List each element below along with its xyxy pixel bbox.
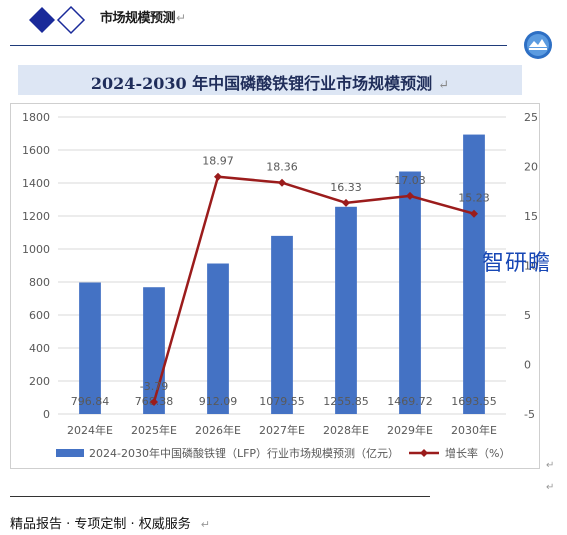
page-header: 市场规模预测↵ — [0, 0, 567, 60]
bar-data-label: 1079.55 — [259, 395, 305, 408]
chart-frame: 0 200 400 600 800 1000 1200 1400 1600 1800 -5 0 5 10 1… — [10, 103, 540, 469]
x-tick-label: 2028年E — [323, 423, 369, 437]
combo-chart: 0 200 400 600 800 1000 1200 1400 1600 1800 -5 0 5 10 1… — [22, 111, 538, 460]
brand-circle-logo-icon — [524, 31, 552, 59]
section-title: 市场规模预测↵ — [100, 7, 186, 26]
growth-data-label: -3.79 — [140, 380, 168, 393]
bar-data-label: 796.84 — [71, 395, 110, 408]
diamond-logo-icon — [29, 5, 86, 35]
y-right-tick-label: 25 — [524, 111, 538, 124]
footer-slogan-text: 精品报告 · 专项定制 · 权威服务 — [10, 517, 191, 532]
bar — [207, 263, 229, 414]
chart-title: 2024-2030 年中国磷酸铁锂行业市场规模预测 ↵ — [18, 70, 522, 94]
bar-data-label: 1693.55 — [451, 395, 497, 408]
growth-line — [152, 175, 475, 403]
bar — [463, 134, 485, 414]
y-right-tick-label: 20 — [524, 161, 538, 174]
x-tick-label: 2027年E — [259, 423, 305, 437]
section-title-text: 市场规模预测 — [100, 11, 176, 26]
footer-slogan: 精品报告 · 专项定制 · 权威服务 ↵ — [10, 513, 210, 532]
growth-point — [342, 198, 350, 207]
bar — [271, 235, 293, 414]
legend-line-label: 增长率（%） — [445, 446, 510, 460]
y-right-tick-label: 5 — [524, 309, 531, 322]
y-left-tick-label: 200 — [29, 375, 50, 388]
y-left-tick-label: 0 — [43, 408, 50, 421]
growth-data-label: 18.97 — [202, 155, 234, 168]
legend-bar-swatch — [56, 449, 84, 457]
growth-data-label: 15.23 — [458, 192, 490, 205]
y-left-tick-label: 1800 — [22, 111, 50, 124]
bar-data-label: 1469.72 — [387, 395, 433, 408]
y-right-tick-label: 0 — [524, 359, 531, 372]
growth-point — [470, 209, 478, 218]
x-tick-label: 2029年E — [387, 423, 433, 437]
x-tick-label: 2024年E — [67, 423, 113, 437]
y-left-tick-label: 1000 — [22, 243, 50, 256]
return-mark: ↵ — [546, 460, 555, 471]
bar-data-label: 1255.85 — [323, 395, 369, 408]
x-tick-label: 2026年E — [195, 423, 241, 437]
growth-data-label: 17.03 — [394, 174, 426, 187]
y-left-tick-label: 1200 — [22, 210, 50, 223]
watermark: 智研瞻 — [482, 251, 552, 276]
y-left-tick-label: 800 — [29, 276, 50, 289]
y-left-tick-label: 1400 — [22, 177, 50, 190]
y-left-tick-label: 600 — [29, 309, 50, 322]
growth-point — [406, 191, 414, 200]
growth-data-label: 18.36 — [266, 161, 298, 174]
growth-point — [214, 172, 222, 181]
footer-divider — [10, 496, 430, 497]
growth-data-label: 16.33 — [330, 181, 362, 194]
return-mark: ↵ — [176, 11, 186, 25]
return-mark: ↵ — [438, 78, 450, 93]
y-left-tick-label: 1600 — [22, 144, 50, 157]
chart-title-text: 2024-2030 年中国磷酸铁锂行业市场规模预测 — [90, 74, 433, 93]
x-tick-label: 2030年E — [451, 423, 497, 437]
y-right-tick-label: 15 — [524, 210, 538, 223]
return-mark: ↵ — [546, 482, 555, 493]
legend-line-marker — [420, 449, 428, 457]
chart-title-box: 2024-2030 年中国磷酸铁锂行业市场规模预测 ↵ — [18, 65, 522, 95]
bar-data-label: 912.09 — [199, 395, 238, 408]
bar — [335, 206, 357, 414]
y-left-tick-label: 400 — [29, 342, 50, 355]
return-mark: ↵ — [200, 518, 211, 531]
y-right-tick-label: 10 — [524, 260, 538, 273]
bar — [79, 282, 101, 414]
x-tick-label: 2025年E — [131, 423, 177, 437]
legend-bar-label: 2024-2030年中国磷酸铁锂（LFP）行业市场规模预测（亿元） — [89, 446, 399, 460]
y-right-tick-label: -5 — [524, 408, 535, 421]
growth-point — [150, 398, 158, 407]
header-divider — [10, 45, 507, 46]
growth-point — [278, 178, 286, 187]
bar — [399, 171, 421, 414]
